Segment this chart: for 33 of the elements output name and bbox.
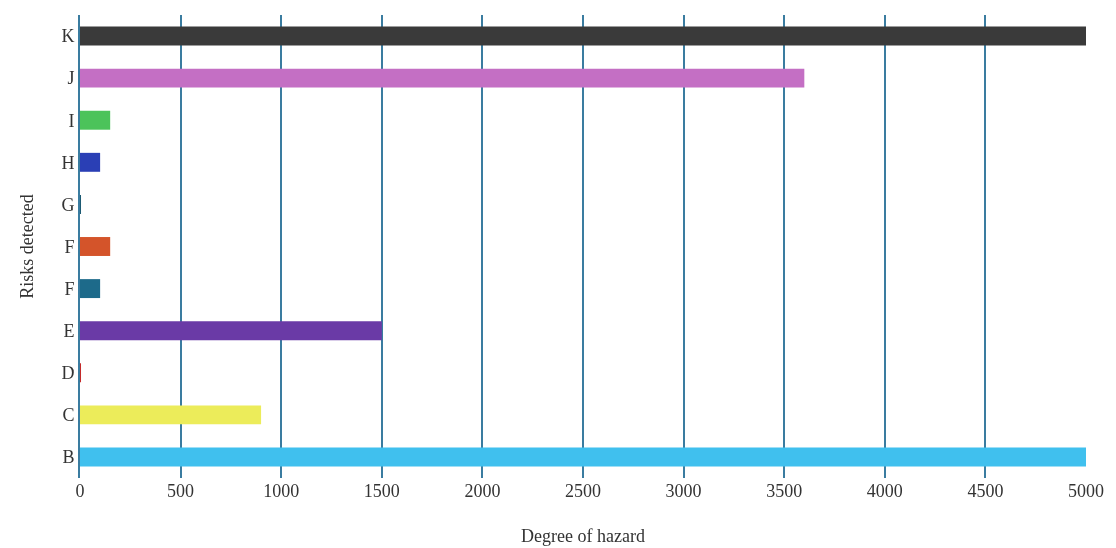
bar bbox=[80, 68, 805, 88]
y-tick-label: E bbox=[63, 320, 75, 341]
x-axis-title: Degree of hazard bbox=[521, 526, 645, 546]
x-tick-label: 5000 bbox=[1068, 481, 1104, 501]
x-tick-label: 2000 bbox=[464, 481, 501, 501]
x-tick-label: 3000 bbox=[665, 481, 702, 501]
y-tick-label: D bbox=[61, 363, 75, 384]
x-tick-label: 2500 bbox=[565, 481, 601, 501]
bar bbox=[80, 321, 382, 341]
y-axis-title: Risks detected bbox=[17, 194, 37, 299]
y-tick-label: J bbox=[67, 68, 75, 89]
y-tick-label: K bbox=[61, 26, 75, 47]
y-tick-label: G bbox=[61, 194, 75, 215]
y-tick-label: F bbox=[64, 236, 75, 257]
y-tick-label: I bbox=[68, 110, 75, 131]
bar bbox=[80, 447, 1086, 467]
x-tick-label: 0 bbox=[75, 481, 85, 501]
bar bbox=[80, 237, 111, 256]
bar bbox=[80, 110, 111, 130]
bar bbox=[80, 279, 101, 299]
bar bbox=[80, 152, 101, 172]
x-tick-label: 1500 bbox=[363, 481, 400, 501]
x-tick-label: 500 bbox=[167, 481, 195, 501]
y-tick-label: H bbox=[61, 152, 75, 173]
x-tick-label: 4000 bbox=[866, 481, 903, 501]
y-tick-label: B bbox=[62, 447, 75, 468]
bar bbox=[80, 405, 262, 425]
y-tick-label: F bbox=[64, 278, 75, 299]
x-tick-label: 1000 bbox=[263, 481, 300, 501]
x-tick-label: 3500 bbox=[766, 481, 803, 501]
bar bbox=[80, 26, 1086, 46]
y-tick-label: C bbox=[62, 405, 75, 426]
x-tick-label: 4500 bbox=[967, 481, 1004, 501]
